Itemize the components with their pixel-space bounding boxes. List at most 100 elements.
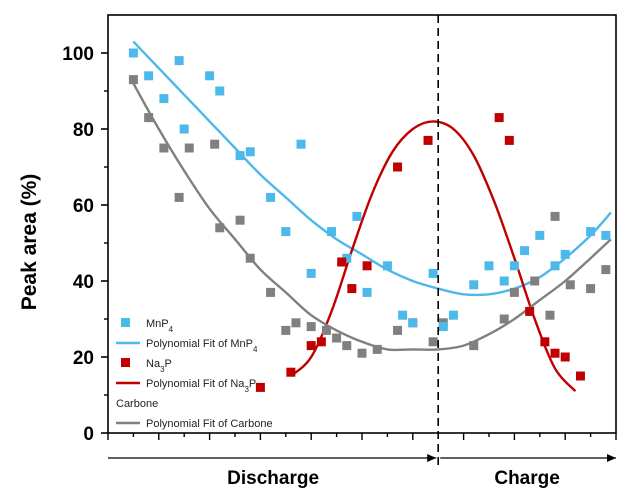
data-point-2 — [245, 253, 255, 263]
data-point-2 — [530, 276, 540, 286]
data-point-2 — [291, 318, 301, 328]
data-point-1 — [525, 306, 535, 316]
data-point-0 — [362, 287, 372, 297]
data-point-2 — [509, 287, 519, 297]
data-point-1 — [337, 257, 347, 267]
data-point-2 — [428, 337, 438, 347]
data-point-0 — [499, 276, 509, 286]
data-point-2 — [372, 344, 382, 354]
data-point-2 — [128, 75, 138, 85]
data-point-0 — [560, 249, 570, 259]
legend-label: Polynomial Fit of MnP4 — [146, 338, 258, 354]
y-axis-title: Peak area (%) — [18, 174, 41, 311]
fit-curve-2 — [132, 82, 612, 352]
legend: MnP4 Polynomial Fit of MnP4 Na3P Polynomial… — [116, 318, 273, 430]
fit-curve-0 — [132, 40, 612, 297]
phase-annotations: Discharge Charge — [108, 454, 616, 489]
data-point-2 — [342, 341, 352, 351]
data-point-1 — [393, 162, 403, 172]
x-axis-ticks — [107, 433, 617, 440]
data-point-0 — [215, 86, 225, 96]
data-point-0 — [296, 139, 306, 149]
data-point-2 — [215, 223, 225, 233]
data-point-0 — [205, 71, 215, 81]
fit-curve-1 — [290, 120, 577, 393]
data-point-2 — [184, 143, 194, 153]
legend-label: MnP4 — [146, 318, 174, 334]
data-point-2 — [499, 314, 509, 324]
legend-marker-1 — [121, 358, 130, 367]
data-point-0 — [128, 48, 138, 58]
y-tick-label: 80 — [73, 120, 94, 141]
phase-label-discharge: Discharge — [227, 468, 319, 489]
y-tick-label: 40 — [73, 272, 94, 293]
data-point-0 — [586, 227, 596, 237]
data-point-0 — [398, 310, 408, 320]
data-point-1 — [306, 341, 316, 351]
data-point-2 — [235, 215, 245, 225]
data-point-0 — [469, 280, 479, 290]
data-point-1 — [550, 348, 560, 358]
data-point-2 — [545, 310, 555, 320]
data-point-2 — [144, 113, 154, 123]
data-point-0 — [235, 151, 245, 161]
phase-arrow-head — [607, 454, 616, 462]
data-point-0 — [448, 310, 458, 320]
data-point-1 — [362, 261, 372, 271]
data-point-2 — [306, 322, 316, 332]
data-point-2 — [174, 192, 184, 202]
data-point-2 — [586, 284, 596, 294]
data-point-1 — [286, 367, 296, 377]
data-point-1 — [423, 135, 433, 145]
legend-label: Polynomial Fit of Na3P — [146, 378, 256, 394]
y-tick-label: 60 — [73, 196, 94, 217]
legend-marker-0 — [121, 318, 130, 327]
data-point-2 — [281, 325, 291, 335]
data-point-2 — [565, 280, 575, 290]
data-point-0 — [484, 261, 494, 271]
data-point-0 — [174, 56, 184, 66]
legend-label: Carbone — [116, 398, 158, 410]
data-point-1 — [347, 284, 357, 294]
data-point-2 — [601, 265, 611, 275]
data-point-0 — [509, 261, 519, 271]
data-point-0 — [550, 261, 560, 271]
data-point-2 — [550, 211, 560, 221]
data-point-1 — [540, 337, 550, 347]
data-point-0 — [266, 192, 276, 202]
data-point-0 — [327, 227, 337, 237]
data-point-1 — [494, 113, 504, 123]
data-point-1 — [575, 371, 585, 381]
y-tick-label: 0 — [83, 424, 94, 445]
y-tick-label: 20 — [73, 348, 94, 369]
data-point-1 — [255, 382, 265, 392]
data-point-2 — [469, 341, 479, 351]
data-point-1 — [504, 135, 514, 145]
data-point-2 — [357, 348, 367, 358]
data-point-2 — [159, 143, 169, 153]
data-point-1 — [316, 337, 326, 347]
data-point-0 — [306, 268, 316, 278]
data-point-0 — [408, 318, 418, 328]
phase-label-charge: Charge — [494, 468, 559, 489]
data-point-0 — [438, 322, 448, 332]
y-axis-ticks: 0 20 40 60 80 100 — [62, 44, 108, 445]
y-tick-label: 100 — [62, 44, 94, 65]
data-point-0 — [179, 124, 189, 134]
data-point-0 — [281, 227, 291, 237]
data-point-2 — [210, 139, 220, 149]
data-point-2 — [332, 333, 342, 343]
data-point-0 — [352, 211, 362, 221]
data-point-2 — [266, 287, 276, 297]
legend-label: Polynomial Fit of Carbone — [146, 418, 273, 430]
data-point-1 — [560, 352, 570, 362]
data-point-2 — [321, 325, 331, 335]
data-point-0 — [159, 94, 169, 104]
legend-label: Na3P — [146, 358, 172, 374]
data-point-0 — [144, 71, 154, 81]
data-point-0 — [245, 147, 255, 157]
data-point-0 — [382, 261, 392, 271]
data-points — [128, 48, 611, 392]
data-point-0 — [535, 230, 545, 240]
